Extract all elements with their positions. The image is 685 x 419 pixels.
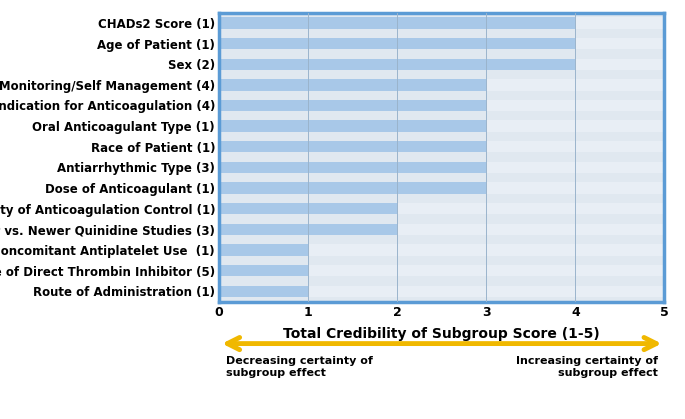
Bar [219,141,664,153]
Bar [219,224,664,235]
Text: Decreasing certainty of
subgroup effect: Decreasing certainty of subgroup effect [226,356,373,378]
X-axis label: Total Credibility of Subgroup Score (1-5): Total Credibility of Subgroup Score (1-5… [284,327,600,341]
Bar [219,38,664,49]
Bar [219,265,308,277]
Bar [219,38,575,49]
Bar [219,121,664,132]
Bar [219,244,664,256]
Bar [219,265,664,277]
Bar [219,17,664,28]
Bar [219,286,308,297]
Bar [219,79,664,91]
Text: Increasing certainty of
subgroup effect: Increasing certainty of subgroup effect [516,356,658,378]
Bar [219,121,486,132]
Bar [219,182,664,194]
Bar [219,79,486,91]
Bar [219,286,664,297]
Bar [219,182,486,194]
Bar [219,59,664,70]
Bar [219,244,308,256]
Bar [219,162,664,173]
Bar [219,203,664,215]
Bar [219,162,486,173]
Bar [219,100,664,111]
Bar [219,100,486,111]
Bar [219,141,486,153]
Bar [219,203,397,215]
Bar [219,59,575,70]
Bar [219,224,397,235]
Bar [219,17,575,28]
